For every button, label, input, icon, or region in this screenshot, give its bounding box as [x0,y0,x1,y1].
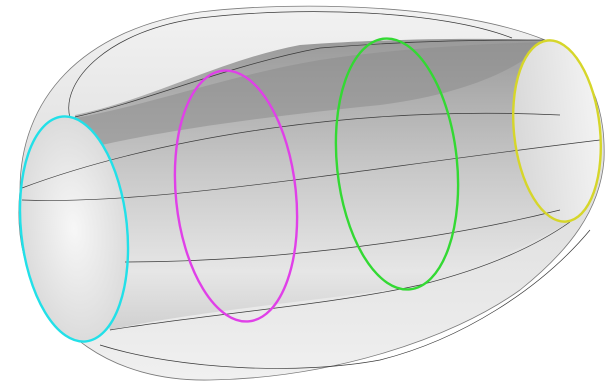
section-ring-magenta[interactable] [163,64,309,327]
section-ring-green[interactable] [324,32,470,295]
section-rings [9,32,610,347]
edge-outer-bottom [99,229,591,369]
edge-inner-lower [124,209,561,263]
edge-mid-lower [21,139,601,201]
edge-inner-top [74,39,546,118]
edge-mid-upper [21,112,561,189]
edge-lines [21,11,601,369]
edge-outer-top [68,11,513,119]
section-ring-yellow[interactable] [505,36,610,226]
edge-bottom [109,221,571,331]
right-cap-face [513,40,601,222]
section-ring-cyan[interactable] [9,111,138,347]
left-opening [19,116,129,342]
